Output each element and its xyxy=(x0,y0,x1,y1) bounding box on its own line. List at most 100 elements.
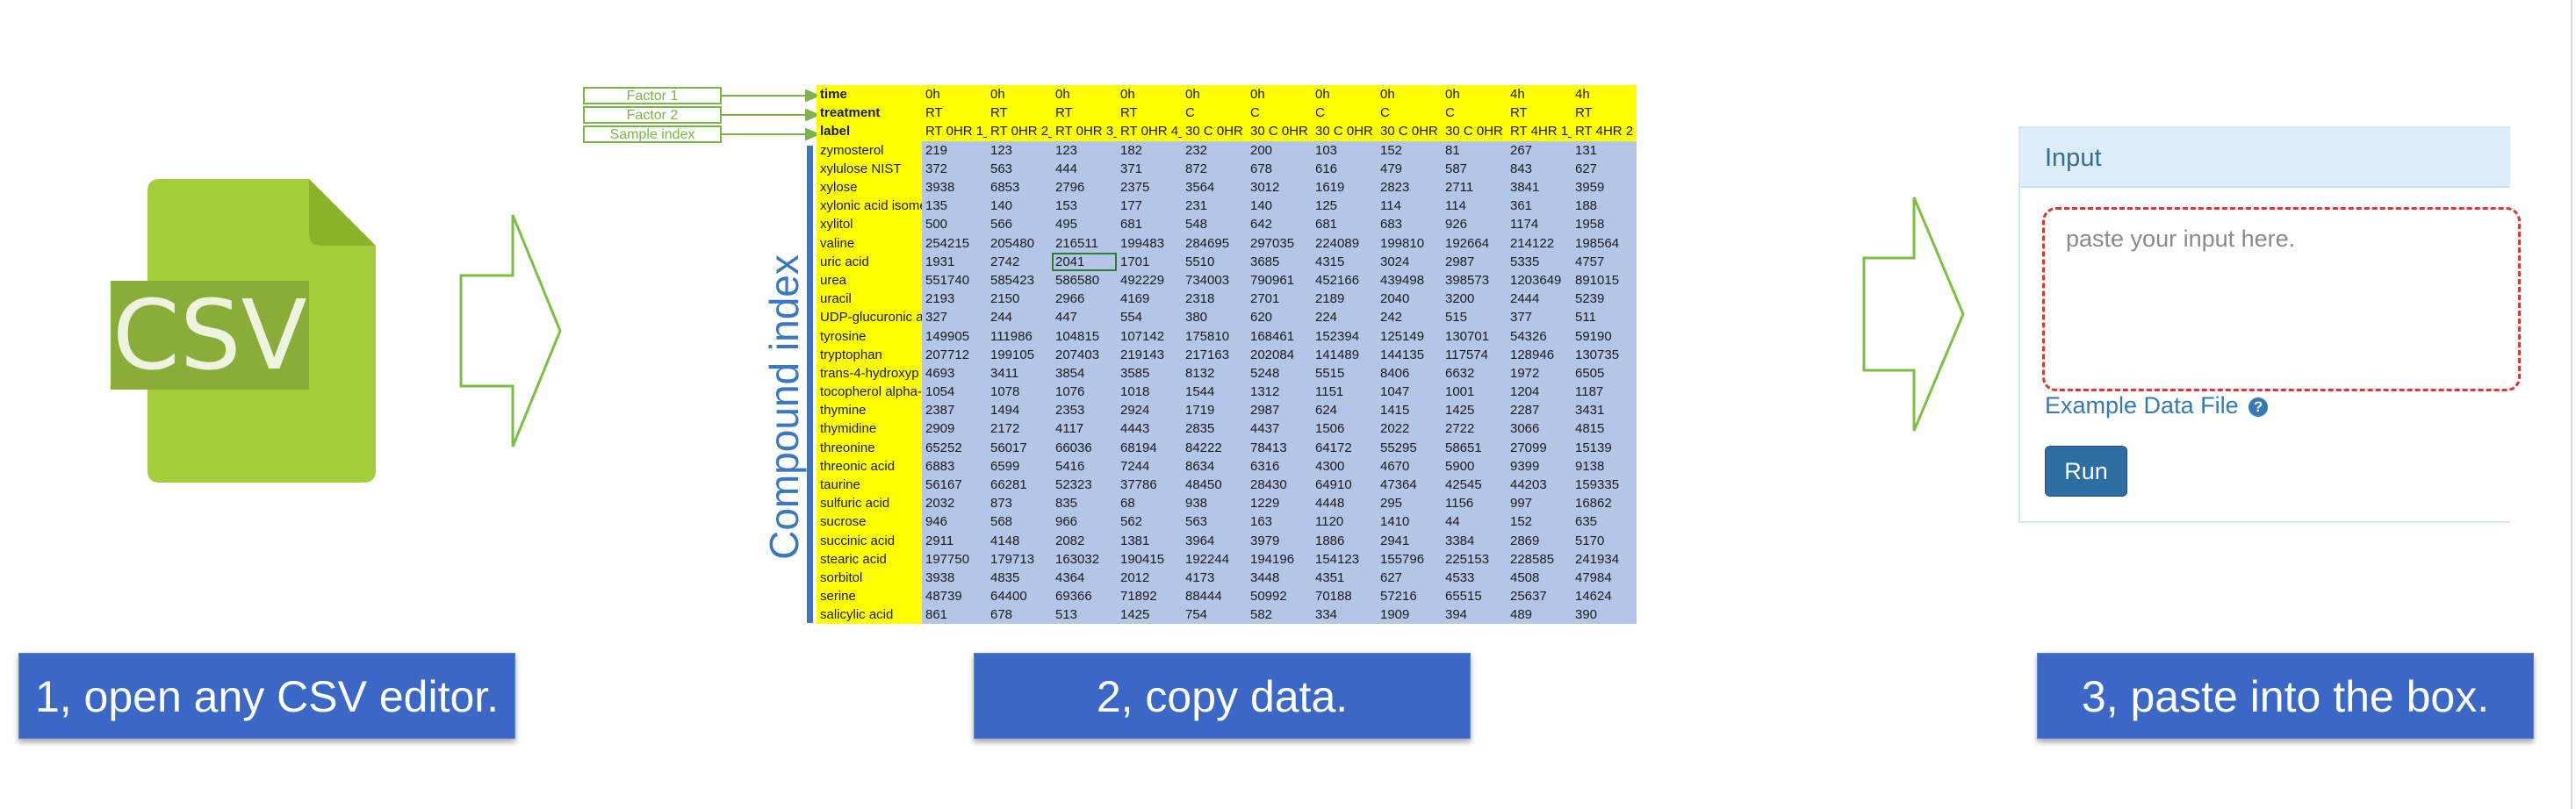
table-cell[interactable]: 3200 xyxy=(1442,290,1507,309)
row-name-cell[interactable]: succinic acid xyxy=(817,531,922,550)
table-cell[interactable]: 4300 xyxy=(1312,456,1377,476)
table-cell[interactable]: 1381 xyxy=(1117,531,1182,550)
table-cell[interactable]: RT xyxy=(1117,104,1182,123)
table-cell[interactable]: 28430 xyxy=(1247,475,1312,495)
selected-cell[interactable]: 2041 xyxy=(1052,252,1117,271)
table-cell[interactable]: 1203649 xyxy=(1507,270,1572,290)
table-cell[interactable]: 2701 xyxy=(1247,290,1312,309)
table-cell[interactable]: 754 xyxy=(1182,605,1247,625)
table-cell[interactable]: 372 xyxy=(922,159,987,178)
table-cell[interactable]: 4351 xyxy=(1312,568,1377,588)
table-cell[interactable]: 2189 xyxy=(1312,290,1377,309)
table-cell[interactable]: 997 xyxy=(1507,494,1572,513)
table-cell[interactable]: 5416 xyxy=(1052,456,1117,476)
table-cell[interactable]: 55295 xyxy=(1377,438,1442,457)
table-cell[interactable]: 68194 xyxy=(1117,438,1182,457)
table-cell[interactable]: 1415 xyxy=(1377,401,1442,420)
table-cell[interactable]: 30 C 0HR 1 xyxy=(1182,122,1247,141)
table-cell[interactable]: 3564 xyxy=(1182,177,1247,197)
example-data-link-text[interactable]: Example Data File xyxy=(2045,392,2239,419)
table-cell[interactable]: 627 xyxy=(1377,568,1442,588)
table-cell[interactable]: 0h xyxy=(1117,85,1182,104)
table-cell[interactable]: 3066 xyxy=(1507,419,1572,439)
table-cell[interactable]: 152 xyxy=(1377,140,1442,160)
table-cell[interactable]: 835 xyxy=(1052,494,1117,513)
table-cell[interactable]: 390 xyxy=(1572,605,1637,625)
table-cell[interactable]: 327 xyxy=(922,308,987,327)
table-cell[interactable]: 131 xyxy=(1572,140,1637,160)
row-name-cell[interactable]: xylonic acid isome xyxy=(817,197,922,216)
table-cell[interactable]: 3685 xyxy=(1247,252,1312,271)
table-cell[interactable]: 4117 xyxy=(1052,419,1117,439)
table-cell[interactable]: 2387 xyxy=(922,401,987,420)
table-cell[interactable]: 182 xyxy=(1117,140,1182,160)
table-cell[interactable]: 447 xyxy=(1052,308,1117,327)
table-cell[interactable]: 15139 xyxy=(1572,438,1637,457)
row-name-cell[interactable]: label xyxy=(817,122,922,141)
table-cell[interactable]: 58651 xyxy=(1442,438,1507,457)
table-cell[interactable]: 938 xyxy=(1182,494,1247,513)
table-cell[interactable]: 30 C 0HR 3 xyxy=(1312,122,1377,141)
row-name-cell[interactable]: xylulose NIST xyxy=(817,159,922,178)
table-cell[interactable]: 4437 xyxy=(1247,419,1312,439)
table-cell[interactable]: 140 xyxy=(1247,197,1312,216)
table-cell[interactable]: 439498 xyxy=(1377,270,1442,290)
table-cell[interactable]: 1886 xyxy=(1312,531,1377,550)
table-cell[interactable]: 199810 xyxy=(1377,233,1442,253)
table-cell[interactable]: 64910 xyxy=(1312,475,1377,495)
table-cell[interactable]: 4448 xyxy=(1312,494,1377,513)
table-cell[interactable]: 2987 xyxy=(1442,252,1507,271)
table-cell[interactable]: 2823 xyxy=(1377,177,1442,197)
table-cell[interactable]: 585423 xyxy=(987,270,1052,290)
table-cell[interactable]: 635 xyxy=(1572,512,1637,532)
table-cell[interactable]: 232 xyxy=(1182,140,1247,160)
table-cell[interactable]: 2172 xyxy=(987,419,1052,439)
table-cell[interactable]: RT xyxy=(1572,104,1637,123)
table-cell[interactable]: 394 xyxy=(1442,605,1507,625)
table-cell[interactable]: 163 xyxy=(1247,512,1312,532)
table-cell[interactable]: 1958 xyxy=(1572,215,1637,234)
table-cell[interactable]: 47364 xyxy=(1377,475,1442,495)
table-cell[interactable]: 492229 xyxy=(1117,270,1182,290)
table-cell[interactable]: 2796 xyxy=(1052,177,1117,197)
table-cell[interactable]: 117574 xyxy=(1442,345,1507,364)
table-cell[interactable]: 214122 xyxy=(1507,233,1572,253)
table-cell[interactable]: 1204 xyxy=(1507,383,1572,402)
table-cell[interactable]: 1619 xyxy=(1312,177,1377,197)
table-cell[interactable]: 44203 xyxy=(1507,475,1572,495)
row-name-cell[interactable]: tyrosine xyxy=(817,326,922,346)
table-cell[interactable]: 54326 xyxy=(1507,326,1572,346)
table-cell[interactable]: 141489 xyxy=(1312,345,1377,364)
table-cell[interactable]: 52323 xyxy=(1052,475,1117,495)
table-cell[interactable]: 873 xyxy=(987,494,1052,513)
table-cell[interactable]: 2022 xyxy=(1377,419,1442,439)
table-cell[interactable]: 114 xyxy=(1442,197,1507,216)
table-cell[interactable]: 6599 xyxy=(987,456,1052,476)
table-cell[interactable]: 64400 xyxy=(987,587,1052,606)
row-name-cell[interactable]: threonine xyxy=(817,438,922,457)
row-name-cell[interactable]: sorbitol xyxy=(817,568,922,588)
table-cell[interactable]: 1174 xyxy=(1507,215,1572,234)
table-cell[interactable]: 946 xyxy=(922,512,987,532)
table-cell[interactable]: 3938 xyxy=(922,568,987,588)
table-cell[interactable]: 627 xyxy=(1572,159,1637,178)
table-cell[interactable]: 231 xyxy=(1182,197,1247,216)
table-cell[interactable]: 135 xyxy=(922,197,987,216)
table-cell[interactable]: 5515 xyxy=(1312,363,1377,383)
table-cell[interactable]: 4693 xyxy=(922,363,987,383)
table-cell[interactable]: 65515 xyxy=(1442,587,1507,606)
table-cell[interactable]: 3448 xyxy=(1247,568,1312,588)
table-cell[interactable]: 513 xyxy=(1052,605,1117,625)
table-cell[interactable]: 295 xyxy=(1377,494,1442,513)
table-cell[interactable]: 586580 xyxy=(1052,270,1117,290)
table-cell[interactable]: 2193 xyxy=(922,290,987,309)
table-cell[interactable]: RT 4HR 1_( xyxy=(1507,122,1572,141)
table-cell[interactable]: 267 xyxy=(1507,140,1572,160)
table-cell[interactable]: 582 xyxy=(1247,605,1312,625)
table-cell[interactable]: 678 xyxy=(987,605,1052,625)
table-cell[interactable]: 241934 xyxy=(1572,549,1637,569)
row-name-cell[interactable]: serine xyxy=(817,587,922,606)
table-cell[interactable]: 284695 xyxy=(1182,233,1247,253)
table-cell[interactable]: 2711 xyxy=(1442,177,1507,197)
table-cell[interactable]: 683 xyxy=(1377,215,1442,234)
